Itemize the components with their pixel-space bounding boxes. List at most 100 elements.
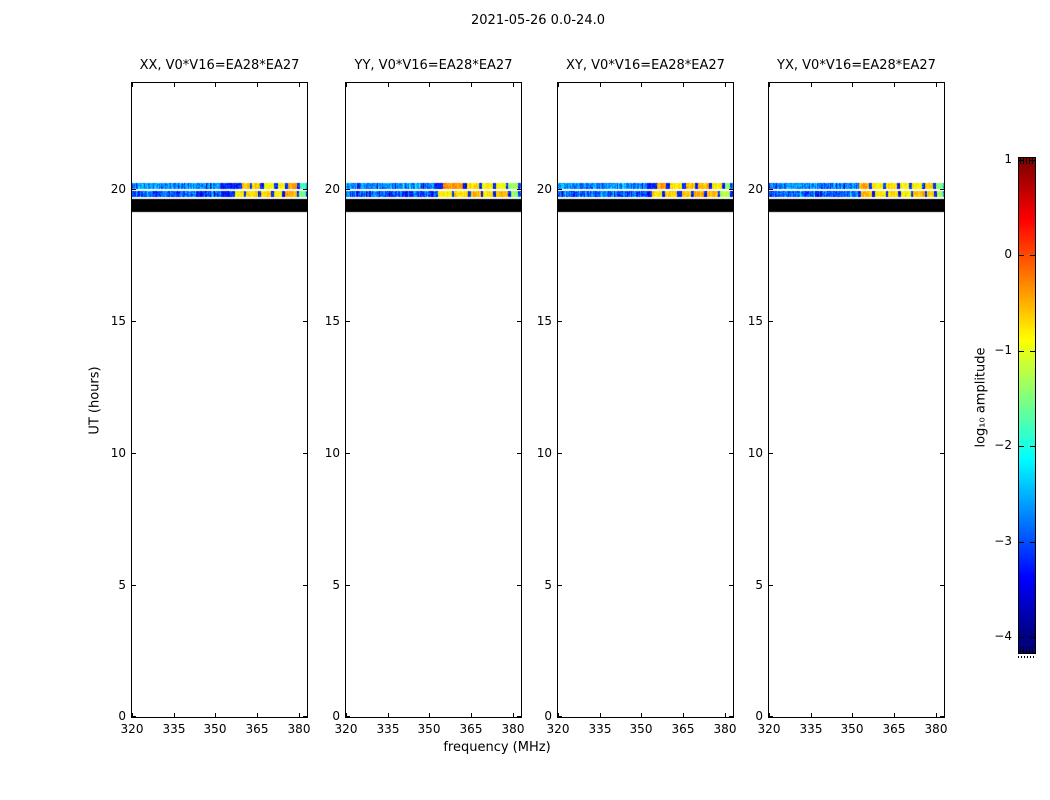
y-tick-label: 5 (544, 578, 552, 592)
colorbar-end-dots (1018, 656, 1036, 658)
x-tick-label: 335 (588, 722, 612, 736)
x-tick (513, 83, 514, 87)
y-tick (940, 453, 944, 454)
y-tick-label: 5 (755, 578, 763, 592)
heatmap-canvas-YX (769, 83, 944, 717)
y-tick-label: 0 (118, 709, 126, 723)
subplot-title-YX: YX, V0*V16=EA28*EA27 (777, 58, 936, 73)
subplot-YX (768, 82, 945, 718)
x-tick (429, 713, 430, 717)
x-tick-label: 380 (924, 722, 948, 736)
colorbar-end-hatch (1026, 647, 1027, 653)
y-tick (346, 453, 350, 454)
x-tick (346, 713, 347, 717)
heatmap-canvas-XX (132, 83, 307, 717)
y-tick (303, 453, 307, 454)
y-tick (769, 585, 773, 586)
y-tick (729, 585, 733, 586)
y-tick-label: 20 (324, 182, 340, 196)
colorbar-tick (1019, 542, 1024, 543)
x-tick (558, 713, 559, 717)
colorbar-end-hatch (1029, 158, 1030, 164)
x-tick-label: 380 (713, 722, 737, 736)
y-tick (303, 585, 307, 586)
y-tick (346, 321, 350, 322)
y-tick-label: 15 (324, 314, 340, 328)
y-tick (940, 716, 944, 717)
x-tick-label: 365 (245, 722, 269, 736)
x-tick (257, 713, 258, 717)
y-tick-label: 5 (332, 578, 340, 592)
subplot-XX (131, 82, 308, 718)
y-tick-label: 15 (747, 314, 763, 328)
y-tick (940, 321, 944, 322)
y-tick-label: 5 (118, 578, 126, 592)
x-tick (388, 83, 389, 87)
x-tick (471, 713, 472, 717)
y-tick (132, 321, 136, 322)
colorbar-tick-label: −1 (994, 343, 1012, 357)
colorbar-tick-label: 0 (1004, 247, 1012, 261)
x-tick (641, 83, 642, 87)
x-tick (346, 83, 347, 87)
y-tick (940, 189, 944, 190)
colorbar-tick (1030, 446, 1035, 447)
y-tick (769, 189, 773, 190)
y-tick-label: 10 (747, 446, 763, 460)
x-tick-label: 335 (376, 722, 400, 736)
y-tick (303, 716, 307, 717)
subplot-XY (557, 82, 734, 718)
x-tick-label: 320 (334, 722, 358, 736)
x-tick-label: 350 (629, 722, 653, 736)
y-tick-label: 0 (544, 709, 552, 723)
x-tick (811, 713, 812, 717)
y-tick (517, 585, 521, 586)
y-tick (517, 321, 521, 322)
heatmap-canvas-XY (558, 83, 733, 717)
x-tick (936, 83, 937, 87)
x-tick (600, 713, 601, 717)
x-tick (725, 83, 726, 87)
colorbar-tick (1019, 351, 1024, 352)
colorbar-tick (1030, 637, 1035, 638)
y-tick-label: 20 (536, 182, 552, 196)
y-tick-label: 10 (110, 446, 126, 460)
x-tick (257, 83, 258, 87)
y-tick (558, 321, 562, 322)
x-tick-label: 320 (120, 722, 144, 736)
y-tick (346, 189, 350, 190)
x-tick (558, 83, 559, 87)
x-tick-label: 335 (799, 722, 823, 736)
y-tick-label: 10 (536, 446, 552, 460)
x-tick-label: 335 (162, 722, 186, 736)
x-tick-label: 365 (882, 722, 906, 736)
y-tick (517, 189, 521, 190)
colorbar-end-hatch (1032, 158, 1033, 164)
y-tick (132, 453, 136, 454)
colorbar-tick (1019, 160, 1024, 161)
x-axis-label: frequency (MHz) (443, 740, 551, 755)
y-tick (558, 585, 562, 586)
x-tick (641, 713, 642, 717)
colorbar-tick-label: −3 (994, 534, 1012, 548)
x-tick (769, 83, 770, 87)
y-tick (729, 189, 733, 190)
colorbar-end-hatch (1020, 158, 1021, 164)
colorbar-end-hatch (1023, 647, 1024, 653)
x-tick-label: 365 (671, 722, 695, 736)
colorbar-tick-label: −4 (994, 629, 1012, 643)
y-tick (132, 716, 136, 717)
x-tick (299, 83, 300, 87)
x-tick (299, 713, 300, 717)
colorbar-tick-label: 1 (1004, 152, 1012, 166)
y-tick (517, 716, 521, 717)
y-tick-label: 10 (324, 446, 340, 460)
colorbar-tick (1030, 542, 1035, 543)
x-tick (429, 83, 430, 87)
y-tick (303, 189, 307, 190)
x-tick (894, 713, 895, 717)
y-tick (132, 585, 136, 586)
colorbar-tick (1019, 637, 1024, 638)
y-tick (303, 321, 307, 322)
y-tick (729, 453, 733, 454)
